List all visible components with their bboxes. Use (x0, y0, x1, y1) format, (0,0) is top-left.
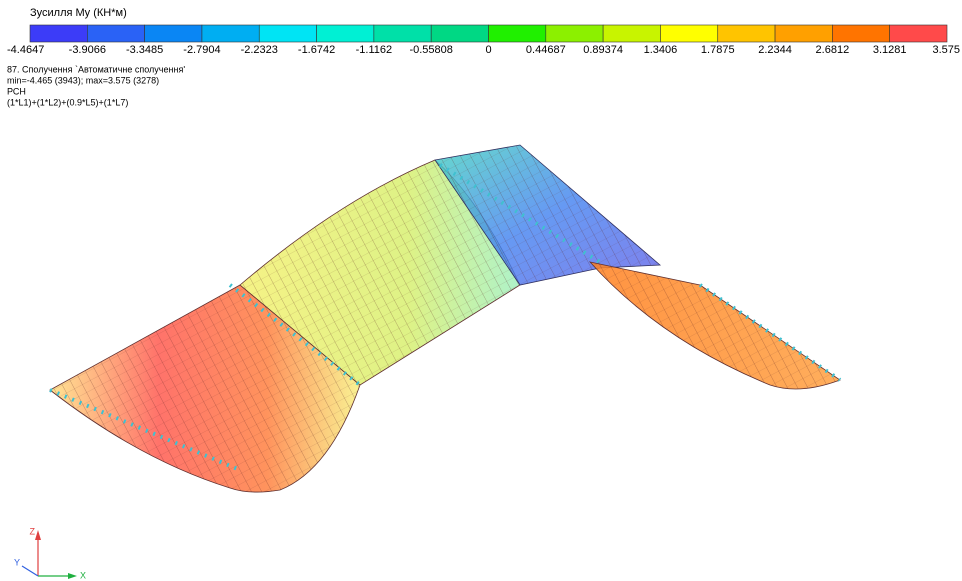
scale-label: 0.44687 (526, 44, 566, 56)
scale-label: -0.55808 (409, 44, 452, 56)
scale-segment (317, 25, 374, 42)
scale-segment (489, 25, 546, 42)
y-axis (22, 566, 38, 576)
scale-segment (431, 25, 488, 42)
scale-label: 3.1281 (873, 44, 907, 56)
scale-label: 2.2344 (758, 44, 792, 56)
x-label: X (80, 570, 86, 580)
z-arrow (35, 530, 41, 540)
axis-triad: Z Y X (14, 526, 86, 580)
scale-segment (546, 25, 603, 42)
scale-label: -1.6742 (298, 44, 335, 56)
scale-label: -4.4647 (7, 44, 44, 56)
scale-label: -3.3485 (126, 44, 163, 56)
z-label: Z (30, 526, 36, 536)
info-block: 87. Сполучення `Автоматичне сполучення'm… (7, 64, 185, 107)
scale-segment (775, 25, 832, 42)
info-line: (1*L1)+(1*L2)+(0.9*L5)+(1*L7) (7, 97, 128, 107)
scale-segment (603, 25, 660, 42)
color-scale: -4.4647 -3.9066 -3.3485 -2.7904 -2.2323 -1.67… (7, 25, 960, 56)
scale-label: 2.6812 (816, 44, 850, 56)
scale-label: -2.7904 (183, 44, 220, 56)
info-line: 87. Сполучення `Автоматичне сполучення' (7, 64, 185, 74)
info-line: РСН (7, 86, 26, 96)
scale-label: 0.89374 (583, 44, 623, 56)
scale-label: -2.2323 (241, 44, 278, 56)
shell-right-mesh (590, 262, 840, 389)
scale-segment (30, 25, 87, 42)
legend-title: Зусилля My (КН*м) (30, 7, 127, 19)
screen: Зусилля My (КН*м) -4.4647-3.9066-3.3485-… (0, 0, 962, 581)
scale-label: 0 (485, 44, 491, 56)
scale-segment (374, 25, 431, 42)
model-view (50, 145, 840, 492)
scale-segment (145, 25, 202, 42)
info-line: min=-4.465 (3943); max=3.575 (3278) (7, 75, 159, 85)
scale-label: -1.1162 (356, 44, 393, 56)
scale-label: -3.9066 (69, 44, 106, 56)
scale-label: 1.3406 (644, 44, 678, 56)
scale-segment (202, 25, 259, 42)
scale-segment (832, 25, 889, 42)
scale-segment (87, 25, 144, 42)
scale-label: 3.575 (932, 44, 960, 56)
scale-segment (259, 25, 316, 42)
y-label: Y (14, 557, 20, 567)
scale-segment (890, 25, 947, 42)
scale-label: 1.7875 (701, 44, 735, 56)
scale-segment (718, 25, 775, 42)
scale-segment (660, 25, 717, 42)
x-arrow (68, 573, 77, 579)
